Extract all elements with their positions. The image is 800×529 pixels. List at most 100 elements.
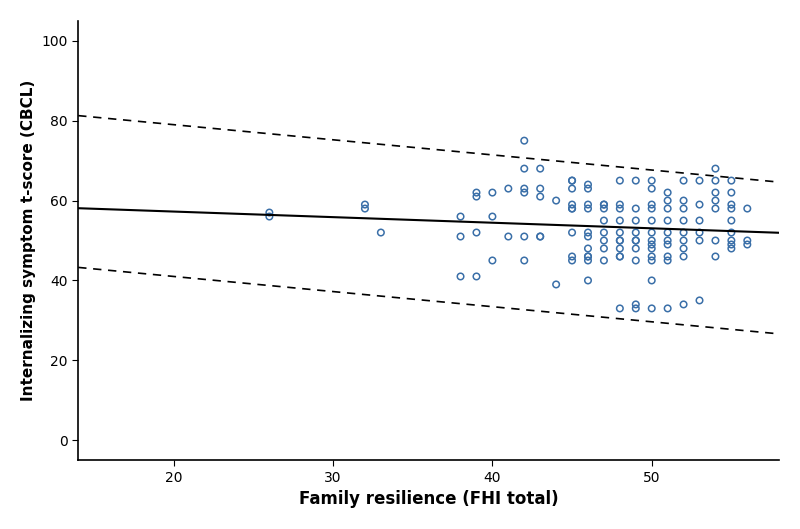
Point — [614, 176, 626, 185]
Point — [454, 212, 467, 221]
Point — [614, 244, 626, 253]
Point — [646, 304, 658, 313]
Point — [598, 256, 610, 264]
Point — [470, 193, 483, 201]
Point — [725, 200, 738, 209]
Point — [630, 244, 642, 253]
Point — [725, 216, 738, 225]
Point — [518, 136, 530, 145]
Point — [470, 229, 483, 237]
Point — [534, 232, 546, 241]
Point — [662, 196, 674, 205]
Point — [725, 229, 738, 237]
Point — [566, 185, 578, 193]
Point — [518, 185, 530, 193]
Point — [614, 200, 626, 209]
Point — [646, 216, 658, 225]
Point — [598, 244, 610, 253]
Point — [741, 240, 754, 249]
Point — [486, 212, 498, 221]
Point — [677, 176, 690, 185]
Point — [662, 229, 674, 237]
Point — [677, 196, 690, 205]
Point — [358, 204, 371, 213]
Point — [630, 216, 642, 225]
Point — [662, 240, 674, 249]
Point — [502, 185, 514, 193]
Point — [598, 229, 610, 237]
Point — [614, 304, 626, 313]
Point — [646, 276, 658, 285]
Point — [630, 304, 642, 313]
Point — [566, 204, 578, 213]
Point — [662, 204, 674, 213]
Point — [518, 256, 530, 264]
Point — [502, 232, 514, 241]
Point — [662, 188, 674, 197]
X-axis label: Family resilience (FHI total): Family resilience (FHI total) — [299, 490, 558, 508]
Point — [358, 200, 371, 209]
Point — [741, 204, 754, 213]
Point — [582, 244, 594, 253]
Point — [693, 236, 706, 245]
Point — [374, 229, 387, 237]
Point — [582, 256, 594, 264]
Point — [662, 236, 674, 245]
Point — [534, 193, 546, 201]
Point — [709, 188, 722, 197]
Point — [630, 229, 642, 237]
Point — [614, 216, 626, 225]
Point — [263, 212, 276, 221]
Point — [662, 304, 674, 313]
Point — [598, 200, 610, 209]
Point — [518, 165, 530, 173]
Point — [582, 276, 594, 285]
Point — [677, 244, 690, 253]
Point — [630, 236, 642, 245]
Point — [486, 256, 498, 264]
Point — [646, 240, 658, 249]
Point — [582, 252, 594, 261]
Point — [566, 204, 578, 213]
Point — [614, 236, 626, 245]
Point — [677, 204, 690, 213]
Point — [534, 232, 546, 241]
Point — [486, 188, 498, 197]
Point — [709, 252, 722, 261]
Point — [263, 208, 276, 217]
Point — [614, 229, 626, 237]
Point — [534, 185, 546, 193]
Point — [598, 204, 610, 213]
Point — [725, 240, 738, 249]
Point — [646, 176, 658, 185]
Point — [709, 204, 722, 213]
Point — [709, 236, 722, 245]
Point — [677, 300, 690, 308]
Point — [709, 176, 722, 185]
Point — [630, 176, 642, 185]
Point — [598, 216, 610, 225]
Point — [582, 252, 594, 261]
Point — [566, 252, 578, 261]
Point — [566, 176, 578, 185]
Point — [566, 256, 578, 264]
Point — [598, 200, 610, 209]
Point — [454, 272, 467, 281]
Point — [646, 252, 658, 261]
Point — [534, 165, 546, 173]
Point — [614, 204, 626, 213]
Point — [614, 236, 626, 245]
Point — [582, 204, 594, 213]
Point — [693, 200, 706, 209]
Point — [582, 180, 594, 189]
Point — [646, 256, 658, 264]
Point — [677, 216, 690, 225]
Point — [693, 229, 706, 237]
Point — [470, 188, 483, 197]
Point — [582, 229, 594, 237]
Point — [646, 185, 658, 193]
Point — [518, 232, 530, 241]
Point — [677, 236, 690, 245]
Point — [582, 200, 594, 209]
Point — [630, 300, 642, 308]
